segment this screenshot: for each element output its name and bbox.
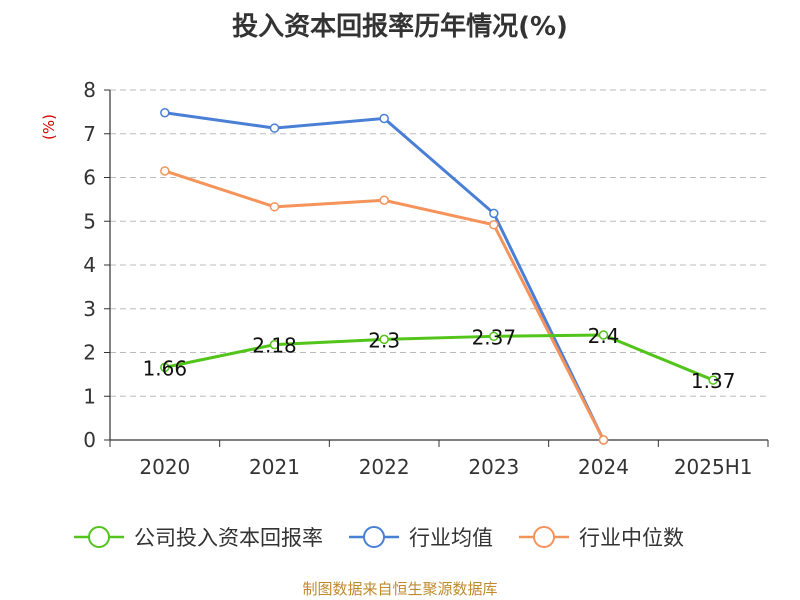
legend-item-0[interactable]: 公司投入资本回报率 [74, 526, 323, 550]
data-point [598, 435, 609, 445]
data-label: 2.3 [368, 328, 400, 352]
legend[interactable]: 公司投入资本回报率 行业均值 行业中位数 [74, 526, 684, 550]
axes: 0 1 2 3 4 5 6 7 8 2020 2021 2022 2023 2024 2025H1 [83, 78, 769, 479]
series-line-0 [164, 333, 714, 382]
data-point [269, 339, 280, 350]
x-tick-label: 2025H1 [674, 455, 753, 479]
legend-item-1[interactable]: 行业均值 [349, 526, 493, 550]
y-tick-label: 6 [83, 166, 96, 190]
legend-marker-icon [363, 526, 385, 548]
y-tick-label: 4 [83, 253, 96, 277]
legend-label: 公司投入资本回报率 [134, 526, 323, 550]
series-line-1 [164, 111, 605, 441]
data-point [598, 330, 609, 340]
data-labels: 1.66 2.18 2.3 2.37 2.4 1.37 [143, 324, 736, 393]
data-point [708, 375, 718, 385]
data-label: 1.66 [143, 356, 188, 380]
x-tick-label: 2023 [468, 455, 519, 479]
y-axis-label: (%) [40, 114, 58, 140]
data-point [160, 166, 170, 176]
data-label: 2.4 [588, 324, 620, 348]
source-note: 制图数据来自恒生聚源数据库 [302, 580, 498, 598]
x-tick-label: 2024 [578, 455, 629, 479]
x-tick-label: 2021 [249, 455, 300, 479]
data-point [489, 220, 499, 230]
data-point [160, 108, 170, 118]
y-tick-label: 3 [83, 297, 96, 321]
y-tick-label: 0 [83, 428, 96, 452]
data-point [489, 208, 499, 219]
x-tick-label: 2022 [359, 455, 410, 479]
data-label: 2.37 [472, 325, 517, 349]
series-lines [160, 108, 718, 445]
data-point [269, 123, 280, 133]
legend-marker-icon [533, 526, 555, 548]
data-label: 1.37 [691, 369, 736, 393]
x-tick-label: 2020 [139, 455, 190, 479]
chart-title: 投入资本回报率历年情况(%) [232, 12, 568, 42]
data-point [379, 113, 389, 124]
y-tick-label: 2 [83, 341, 96, 365]
data-point [379, 195, 389, 205]
y-tick-label: 8 [83, 78, 96, 102]
data-point [489, 331, 499, 342]
data-point [269, 202, 280, 212]
legend-marker-icon [88, 526, 110, 548]
gridlines [110, 89, 768, 397]
legend-label: 行业中位数 [579, 526, 684, 550]
legend-label: 行业均值 [409, 526, 493, 550]
y-tick-label: 5 [83, 209, 96, 233]
y-tick-label: 1 [83, 384, 96, 408]
data-point [160, 362, 170, 373]
data-point [379, 334, 389, 345]
legend-item-2[interactable]: 行业中位数 [519, 526, 684, 550]
y-tick-label: 7 [83, 122, 96, 146]
data-label: 2.18 [252, 334, 297, 358]
